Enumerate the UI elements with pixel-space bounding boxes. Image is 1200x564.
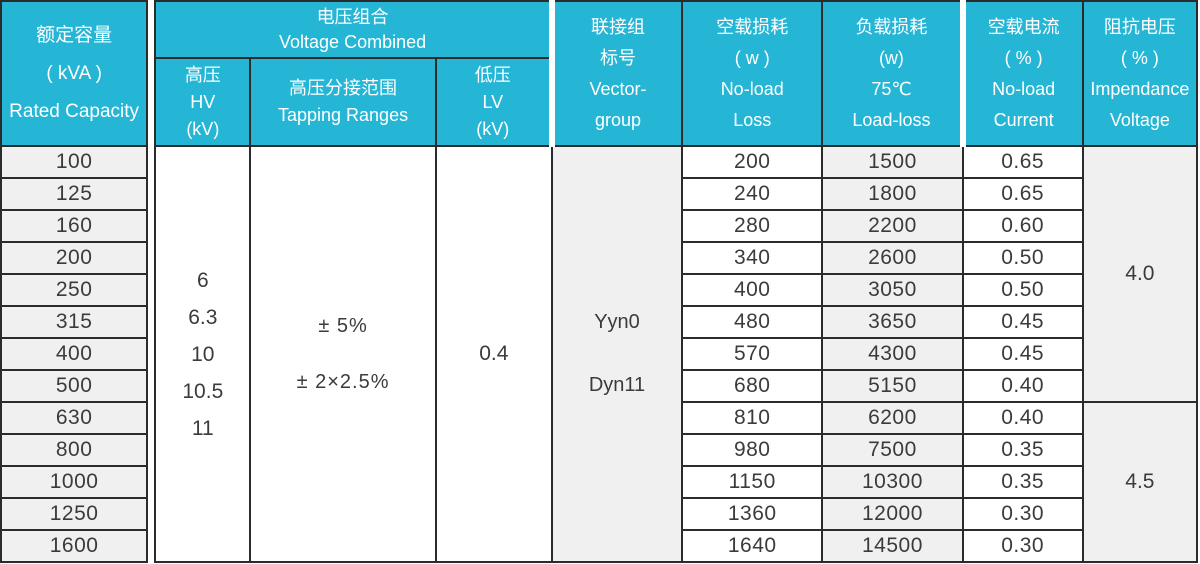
impedance-cell-group-2: 4.5 — [1081, 401, 1199, 563]
table-row: 100 6 6.3 10 10.5 11 ± 5% ± 2×2.5% 0.4 Y… — [0, 145, 1199, 563]
capacity-cell: 100 — [0, 145, 149, 179]
header-no-load-loss: 空载损耗 ( w ) No-load Loss — [681, 0, 824, 147]
table-row: 500 680 5150 0.40 — [0, 369, 1197, 403]
table-row: 160 280 2200 0.60 — [0, 209, 1197, 243]
capacity-cell: 250 — [0, 273, 149, 307]
no-load-loss-cell: 280 — [681, 209, 824, 243]
load-loss-cell: 6200 — [821, 401, 964, 435]
no-load-current-cell: 0.30 — [961, 529, 1084, 563]
load-loss-cell: 4300 — [821, 337, 964, 371]
header-row-2: 高压 HV (kV) 高压分接范围 Tapping Ranges 低压 LV (… — [1, 57, 1197, 147]
no-load-current-cell: 0.35 — [961, 465, 1084, 499]
no-load-loss-cell: 400 — [681, 273, 824, 307]
no-load-loss-cell: 240 — [681, 177, 824, 211]
load-loss-cell: 12000 — [821, 497, 964, 531]
load-loss-cell: 1800 — [821, 177, 964, 211]
capacity-cell: 315 — [0, 305, 149, 339]
capacity-cell: 160 — [0, 209, 149, 243]
header-lv: 低压 LV (kV) — [434, 57, 553, 147]
header-voltage-combined: 电压组合 Voltage Combined — [154, 0, 553, 59]
lv-value-cell: 0.4 — [434, 145, 553, 563]
no-load-current-cell: 0.65 — [961, 145, 1084, 179]
table-row: 400 570 4300 0.45 — [0, 337, 1197, 371]
load-loss-cell: 3650 — [821, 305, 964, 339]
capacity-cell: 125 — [0, 177, 149, 211]
no-load-current-cell: 0.45 — [961, 337, 1084, 371]
no-load-current-cell: 0.35 — [961, 433, 1084, 467]
table-row: 125 240 1800 0.65 — [0, 177, 1197, 211]
load-loss-cell: 7500 — [821, 433, 964, 467]
no-load-current-cell: 0.60 — [961, 209, 1084, 243]
no-load-current-cell: 0.30 — [961, 497, 1084, 531]
load-loss-cell: 14500 — [821, 529, 964, 563]
vector-group-cell: Yyn0 Dyn11 — [550, 145, 684, 563]
capacity-cell: 1600 — [0, 529, 149, 563]
table-row: 200 340 2600 0.50 — [0, 241, 1197, 275]
load-loss-cell: 2200 — [821, 209, 964, 243]
table-row: 315 480 3650 0.45 — [0, 305, 1197, 339]
no-load-loss-cell: 1640 — [681, 529, 824, 563]
impedance-cell-group-1: 4.0 — [1081, 145, 1199, 403]
capacity-cell: 800 — [0, 433, 149, 467]
capacity-cell: 200 — [0, 241, 149, 275]
no-load-loss-cell: 480 — [681, 305, 824, 339]
no-load-loss-cell: 680 — [681, 369, 824, 403]
header-rated-capacity: 额定容量 ( kVA ) Rated Capacity — [0, 0, 149, 147]
no-load-loss-cell: 340 — [681, 241, 824, 275]
load-loss-cell: 5150 — [821, 369, 964, 403]
table-row: 1000 1150 10300 0.35 — [0, 465, 1197, 499]
header-hv: 高压 HV (kV) — [154, 57, 252, 147]
no-load-current-cell: 0.65 — [961, 177, 1084, 211]
header-impedance-voltage: 阻抗电压 ( % ) Impendance Voltage — [1081, 0, 1199, 147]
capacity-cell: 400 — [0, 337, 149, 371]
column-gutter — [147, 1, 156, 562]
no-load-current-cell: 0.50 — [961, 241, 1084, 275]
header-tapping-ranges: 高压分接范围 Tapping Ranges — [249, 57, 437, 147]
no-load-current-cell: 0.40 — [961, 369, 1084, 403]
capacity-cell: 1000 — [0, 465, 149, 499]
tapping-ranges-cell: ± 5% ± 2×2.5% — [249, 145, 437, 563]
header-load-loss: 负载损耗 (w) 75℃ Load-loss — [821, 0, 964, 147]
capacity-cell: 1250 — [0, 497, 149, 531]
header-vector-group: 联接组 标号 Vector- group — [548, 0, 684, 147]
load-loss-cell: 10300 — [821, 465, 964, 499]
capacity-cell: 500 — [0, 369, 149, 403]
header-no-load-current: 空载电流 ( % ) No-load Current — [959, 0, 1084, 147]
capacity-cell: 630 — [0, 401, 149, 435]
table-row: 1600 1640 14500 0.30 — [0, 529, 1197, 563]
no-load-current-cell: 0.40 — [961, 401, 1084, 435]
no-load-loss-cell: 980 — [681, 433, 824, 467]
load-loss-cell: 2600 — [821, 241, 964, 275]
no-load-current-cell: 0.50 — [961, 273, 1084, 307]
table-row: 630 810 6200 0.40 4.5 — [0, 401, 1199, 563]
no-load-loss-cell: 1150 — [681, 465, 824, 499]
no-load-current-cell: 0.45 — [961, 305, 1084, 339]
load-loss-cell: 1500 — [821, 145, 964, 179]
no-load-loss-cell: 1360 — [681, 497, 824, 531]
hv-values-cell: 6 6.3 10 10.5 11 — [154, 145, 252, 563]
no-load-loss-cell: 570 — [681, 337, 824, 371]
no-load-loss-cell: 200 — [681, 145, 824, 179]
load-loss-cell: 3050 — [821, 273, 964, 307]
table-row: 800 980 7500 0.35 — [0, 433, 1197, 467]
table-row: 250 400 3050 0.50 — [0, 273, 1197, 307]
table-row: 1250 1360 12000 0.30 — [0, 497, 1197, 531]
no-load-loss-cell: 810 — [681, 401, 824, 435]
